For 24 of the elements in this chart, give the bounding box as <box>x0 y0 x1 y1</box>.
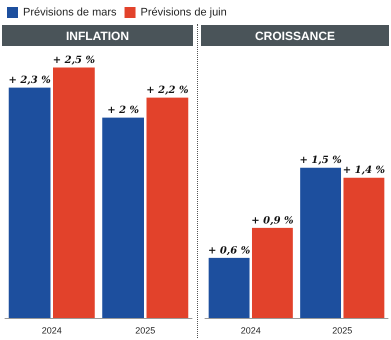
x-tick-label: 2025 <box>332 326 352 336</box>
data-label: + 2,2 % <box>146 85 189 96</box>
data-label: + 1,5 % <box>299 155 342 166</box>
bar <box>102 118 144 318</box>
x-tick-label: 2024 <box>42 326 62 336</box>
x-tick-label: 2024 <box>240 326 261 336</box>
data-label: + 2 % <box>107 105 140 116</box>
x-tick-label: 2025 <box>135 326 156 336</box>
data-label: + 2,5 % <box>52 55 96 66</box>
data-label: + 2,3 % <box>8 75 52 86</box>
data-label: + 0,6 % <box>208 245 251 256</box>
bar <box>343 178 384 318</box>
legend-label: Prévisions de mars <box>23 6 118 18</box>
bar <box>146 98 188 318</box>
bar <box>53 68 95 318</box>
bar <box>252 228 293 318</box>
chart-title: INFLATION <box>2 25 193 46</box>
bar <box>208 258 250 318</box>
bar <box>8 88 50 318</box>
data-label: + 0,9 % <box>251 215 294 226</box>
data-label: + 1,4 % <box>342 165 386 176</box>
chart-title: CROISSANCE <box>201 25 389 46</box>
legend-label: Prévisions de juin <box>140 6 227 18</box>
bar <box>300 168 342 318</box>
